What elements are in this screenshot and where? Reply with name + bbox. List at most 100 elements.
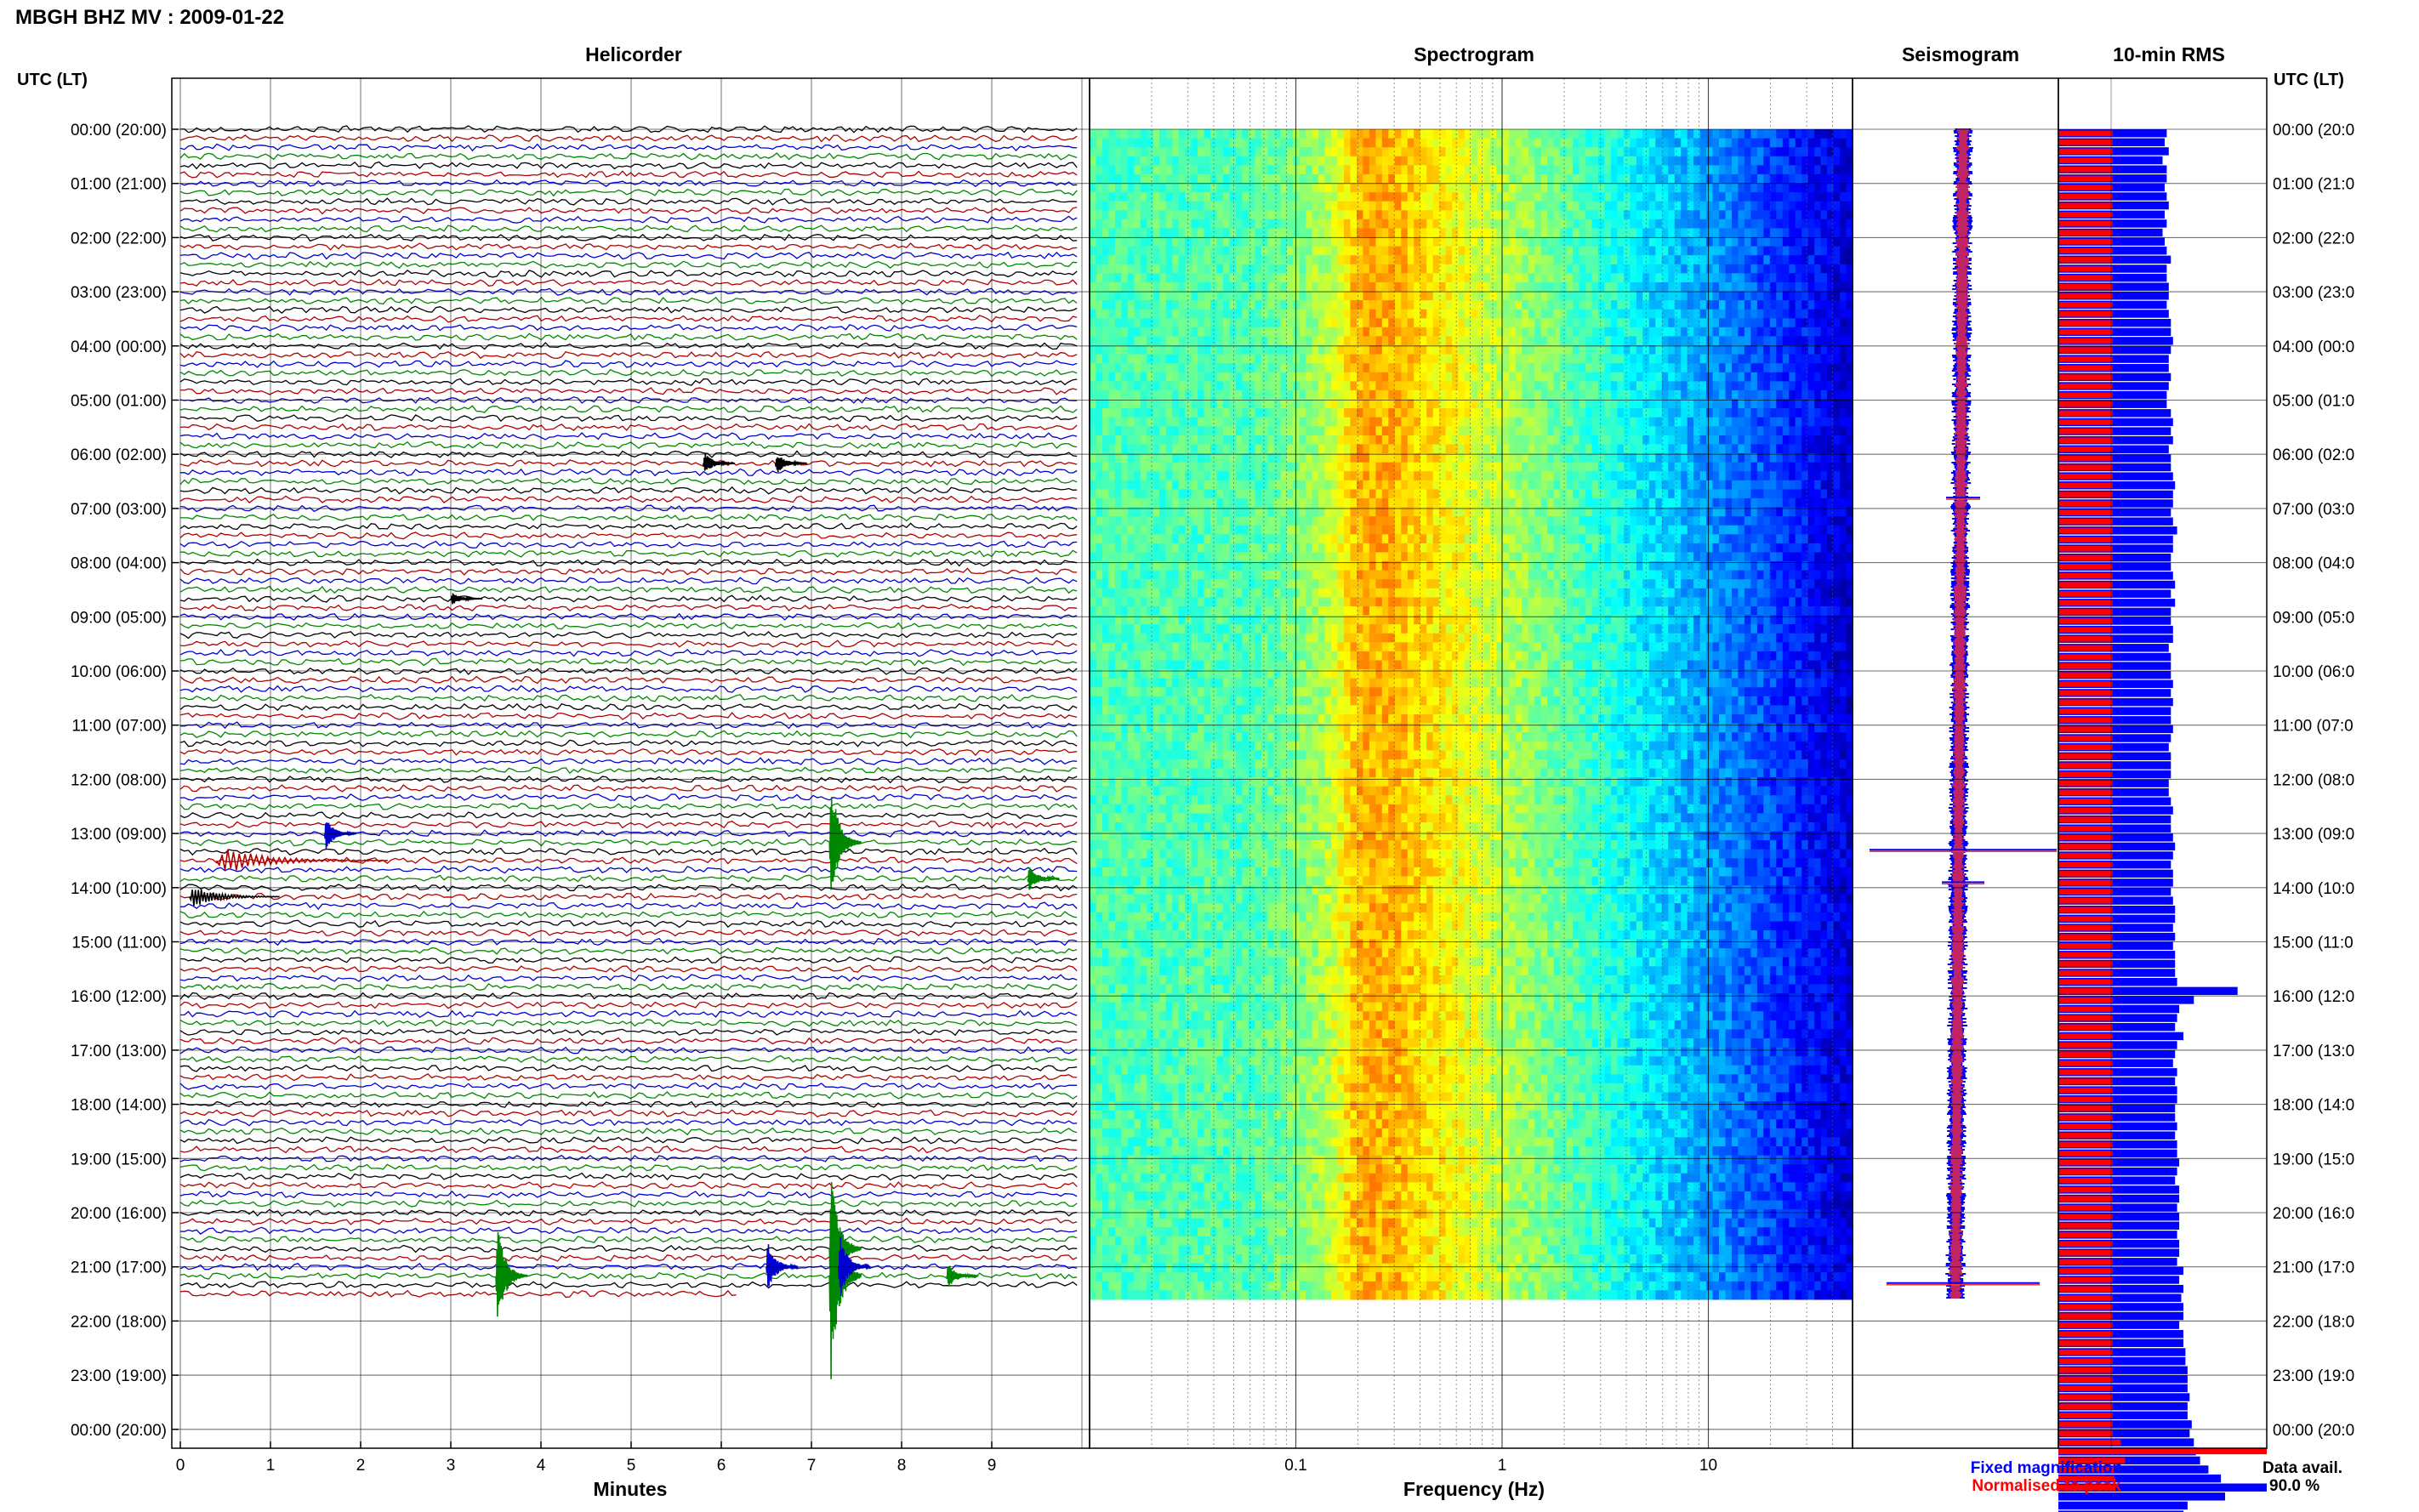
spectrogram-cell [1216, 444, 1224, 454]
spectrogram-cell [1198, 497, 1205, 509]
spectrogram-cell [1191, 192, 1198, 202]
spectrogram-cell [1185, 318, 1192, 328]
spectrogram-cell [1204, 543, 1211, 554]
spectrogram-cell [1185, 714, 1192, 725]
spectrogram-cell [1140, 1029, 1147, 1039]
spectrogram-cell [1134, 453, 1141, 463]
spectrogram-cell [1242, 876, 1249, 886]
spectrogram-cell [1324, 525, 1332, 535]
spectrogram-cell [1140, 867, 1147, 878]
spectrogram-cell [1216, 840, 1224, 850]
spectrogram-cell [1127, 822, 1135, 833]
spectrogram-cell [1306, 606, 1313, 617]
spectrogram-cell [1255, 1245, 1262, 1255]
spectrogram-cell [1235, 1218, 1243, 1228]
spectrogram-cell [1108, 1236, 1116, 1246]
spectrogram-cell [1299, 345, 1306, 355]
spectrogram-cell [1242, 156, 1249, 166]
spectrogram-cell [1242, 336, 1249, 346]
spectrogram-cell [1261, 1173, 1268, 1183]
spectrogram-cell [1147, 327, 1154, 337]
spectrogram-cell [1235, 1155, 1243, 1165]
spectrogram-cell [1191, 417, 1198, 427]
spectrogram-cell [1255, 210, 1262, 220]
spectrogram-cell [1248, 192, 1255, 202]
spectrogram-cell [1096, 389, 1103, 401]
spectrogram-cell [1210, 633, 1218, 643]
spectrogram-cell [1242, 669, 1249, 679]
spectrogram-cell [1134, 678, 1141, 688]
spectrogram-cell [1096, 399, 1103, 409]
spectrogram-cell [1198, 1002, 1205, 1012]
spectrogram-cell [1134, 723, 1141, 733]
spectrogram-cell [1286, 1056, 1294, 1066]
spectrogram-cell [1331, 309, 1339, 319]
spectrogram-cell [1286, 165, 1294, 175]
spectrogram-cell [1204, 516, 1211, 526]
spectrogram-cell [1147, 237, 1154, 247]
spectrogram-cell [1134, 813, 1141, 823]
spectrogram-cell [1090, 201, 1097, 211]
spectrogram-cell [1204, 327, 1211, 337]
spectrogram-cell [1223, 1101, 1231, 1111]
spectrogram-cell [1121, 480, 1129, 490]
spectrogram-cell [1286, 804, 1294, 814]
spectrogram-cell [1267, 939, 1275, 949]
spectrogram-cell [1114, 1002, 1122, 1012]
spectrogram-cell [1324, 1002, 1332, 1012]
spectrogram-cell [1248, 516, 1255, 526]
spectrogram-cell [1223, 534, 1231, 544]
spectrogram-cell [1280, 732, 1288, 742]
spectrogram-cell [1134, 173, 1141, 185]
spectrogram-cell [1165, 561, 1173, 571]
spectrogram-cell [1090, 1137, 1097, 1147]
spectrogram-cell [1229, 264, 1237, 274]
spectrogram-cell [1140, 381, 1147, 391]
spectrogram-cell [1153, 1128, 1160, 1138]
spectrogram-cell [1293, 291, 1301, 301]
spectrogram-cell [1318, 389, 1326, 401]
spectrogram-cell [1127, 975, 1135, 986]
spectrogram-cell [1324, 966, 1332, 976]
spectrogram-cell [1267, 426, 1275, 436]
spectrogram-cell [1127, 399, 1135, 409]
spectrogram-cell [1108, 201, 1116, 211]
spectrogram-cell [1121, 1209, 1129, 1219]
spectrogram-cell [1191, 1227, 1198, 1237]
spectrogram-cell [1261, 281, 1268, 293]
spectrogram-cell [1096, 1272, 1103, 1282]
spectrogram-cell [1299, 417, 1306, 427]
spectrogram-cell [1306, 1245, 1313, 1255]
spectrogram-cell [1255, 497, 1262, 509]
spectrogram-cell [1147, 921, 1154, 931]
spectrogram-cell [1248, 678, 1255, 688]
spectrogram-cell [1267, 453, 1275, 463]
spectrogram-cell [1223, 849, 1231, 859]
spectrogram-cell [1312, 885, 1319, 895]
spectrogram-cell [1242, 543, 1249, 554]
spectrogram-cell [1204, 345, 1211, 355]
spectrogram-cell [1191, 426, 1198, 436]
spectrogram-cell [1324, 768, 1332, 778]
spectrogram-cell [1242, 281, 1249, 293]
spectrogram-cell [1147, 696, 1154, 706]
spectrogram-cell [1147, 993, 1154, 1003]
spectrogram-cell [1147, 1119, 1154, 1129]
spectrogram-cell [1318, 1209, 1326, 1219]
spectrogram-cell [1121, 1065, 1129, 1075]
spectrogram-cell [1090, 633, 1097, 643]
spectrogram-cell [1293, 1128, 1301, 1138]
spectrogram-cell [1280, 1074, 1288, 1084]
spectrogram-cell [1191, 813, 1198, 823]
spectrogram-cell [1267, 183, 1275, 193]
spectrogram-cell [1299, 525, 1306, 535]
spectrogram-cell [1153, 660, 1160, 670]
spectrogram-cell [1102, 1182, 1110, 1192]
spectrogram-cell [1248, 291, 1255, 301]
spectrogram-cell [1216, 173, 1224, 185]
rms-title: 10-min RMS [2113, 43, 2225, 65]
spectrogram-cell [1191, 363, 1198, 373]
spectrogram-cell [1293, 462, 1301, 472]
spectrogram-cell [1261, 192, 1268, 202]
spectrogram-cell [1293, 210, 1301, 220]
